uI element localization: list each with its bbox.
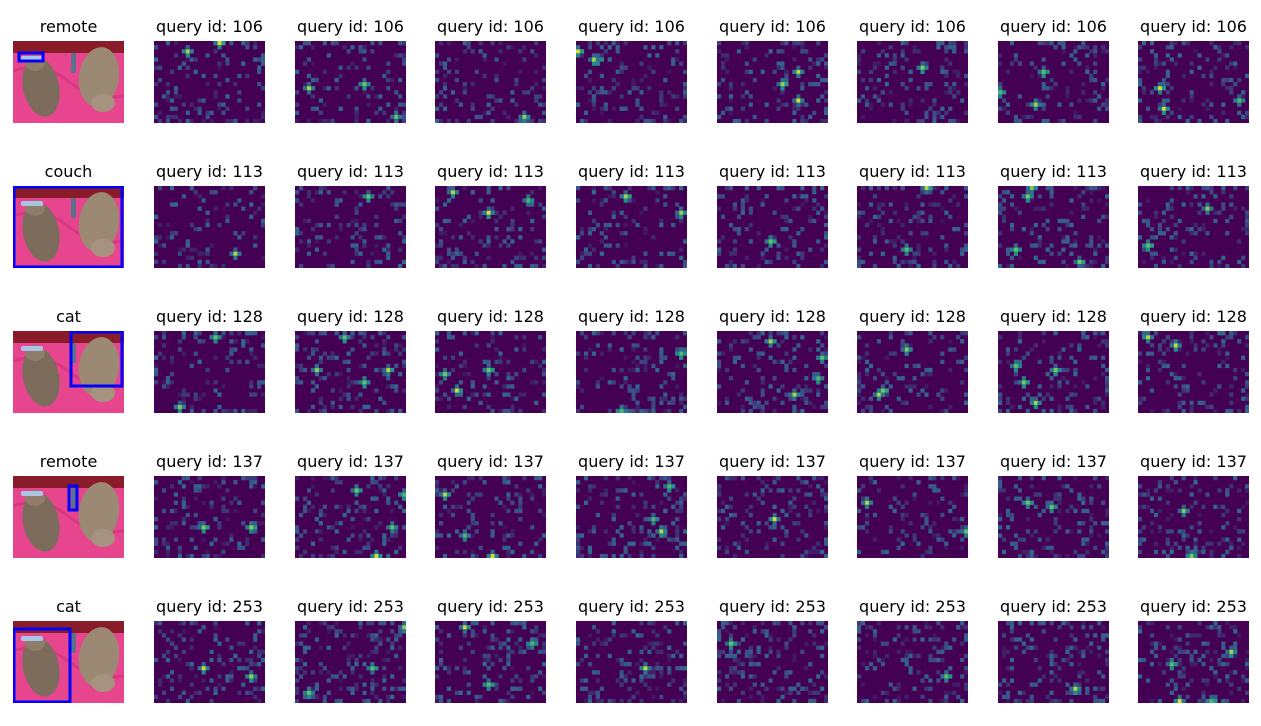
heatmap-title: query id: 113 — [719, 162, 826, 181]
heatmap-title: query id: 113 — [437, 162, 544, 181]
heatmap-title: query id: 128 — [578, 307, 685, 326]
attention-heatmap — [154, 186, 265, 268]
row-2-class-label: couch — [44, 162, 93, 181]
attention-heatmap — [857, 41, 968, 123]
heatmap-title: query id: 113 — [1000, 162, 1107, 181]
heatmap-title: query id: 137 — [578, 452, 685, 471]
attention-heatmap — [717, 331, 828, 413]
heatmap-title: query id: 113 — [1140, 162, 1247, 181]
heatmap-title: query id: 106 — [156, 17, 263, 36]
heatmap-title: query id: 137 — [719, 452, 826, 471]
attention-heatmap — [576, 331, 687, 413]
attention-heatmap — [1138, 331, 1249, 413]
heatmap-title: query id: 253 — [859, 597, 966, 616]
row-1-detection-image — [13, 41, 124, 123]
heatmap-title: query id: 113 — [859, 162, 966, 181]
heatmap-title: query id: 137 — [297, 452, 404, 471]
row-3-class-label: cat — [56, 307, 81, 326]
heatmap-title: query id: 253 — [578, 597, 685, 616]
heatmap-title: query id: 137 — [1140, 452, 1247, 471]
heatmap-title: query id: 253 — [1000, 597, 1107, 616]
attention-heatmap — [154, 476, 265, 558]
row-5-class-label: cat — [56, 597, 81, 616]
heatmap-title: query id: 106 — [1140, 17, 1247, 36]
attention-heatmap — [435, 476, 546, 558]
attention-heatmap — [857, 331, 968, 413]
heatmap-title: query id: 128 — [1140, 307, 1247, 326]
attention-heatmap — [998, 331, 1109, 413]
attention-heatmap — [717, 41, 828, 123]
attention-heatmap — [717, 621, 828, 703]
heatmap-title: query id: 106 — [297, 17, 404, 36]
attention-heatmap — [857, 186, 968, 268]
heatmap-title: query id: 253 — [437, 597, 544, 616]
heatmap-title: query id: 137 — [437, 452, 544, 471]
heatmap-title: query id: 128 — [156, 307, 263, 326]
attention-heatmap — [576, 621, 687, 703]
heatmap-title: query id: 253 — [297, 597, 404, 616]
attention-heatmap — [295, 476, 406, 558]
heatmap-title: query id: 106 — [719, 17, 826, 36]
heatmap-title: query id: 253 — [1140, 597, 1247, 616]
attention-heatmap — [857, 476, 968, 558]
heatmap-title: query id: 106 — [859, 17, 966, 36]
attention-heatmap — [717, 186, 828, 268]
heatmap-title: query id: 253 — [719, 597, 826, 616]
attention-heatmap — [1138, 41, 1249, 123]
heatmap-title: query id: 137 — [1000, 452, 1107, 471]
attention-heatmap — [295, 621, 406, 703]
heatmap-title: query id: 128 — [1000, 307, 1107, 326]
attention-heatmap — [295, 41, 406, 123]
attention-heatmap — [435, 621, 546, 703]
attention-heatmap — [435, 186, 546, 268]
attention-heatmap — [998, 476, 1109, 558]
attention-heatmap — [1138, 186, 1249, 268]
attention-heatmap — [857, 621, 968, 703]
heatmap-title: query id: 106 — [1000, 17, 1107, 36]
attention-heatmap — [1138, 476, 1249, 558]
attention-heatmap — [576, 41, 687, 123]
attention-heatmap — [717, 476, 828, 558]
attention-heatmap — [154, 41, 265, 123]
attention-heatmap — [154, 621, 265, 703]
row-4-detection-image — [13, 476, 124, 558]
heatmap-title: query id: 106 — [437, 17, 544, 36]
attention-heatmap — [435, 41, 546, 123]
heatmap-title: query id: 128 — [437, 307, 544, 326]
attention-heatmap — [154, 331, 265, 413]
heatmap-title: query id: 113 — [156, 162, 263, 181]
heatmap-title: query id: 137 — [156, 452, 263, 471]
row-3-detection-image — [13, 331, 124, 413]
attention-heatmap — [435, 331, 546, 413]
heatmap-title: query id: 137 — [859, 452, 966, 471]
heatmap-title: query id: 106 — [578, 17, 685, 36]
heatmap-title: query id: 113 — [297, 162, 404, 181]
attention-heatmap — [998, 41, 1109, 123]
row-1-class-label: remote — [39, 17, 98, 36]
heatmap-title: query id: 113 — [578, 162, 685, 181]
attention-heatmap — [576, 186, 687, 268]
attention-heatmap — [576, 476, 687, 558]
heatmap-title: query id: 128 — [719, 307, 826, 326]
attention-heatmap — [998, 186, 1109, 268]
attention-heatmap — [998, 621, 1109, 703]
attention-heatmap — [295, 186, 406, 268]
heatmap-title: query id: 128 — [859, 307, 966, 326]
attention-heatmap — [295, 331, 406, 413]
row-4-class-label: remote — [39, 452, 98, 471]
row-5-detection-image — [13, 621, 124, 703]
heatmap-title: query id: 253 — [156, 597, 263, 616]
attention-heatmap — [1138, 621, 1249, 703]
heatmap-title: query id: 128 — [297, 307, 404, 326]
row-2-detection-image — [13, 186, 124, 268]
